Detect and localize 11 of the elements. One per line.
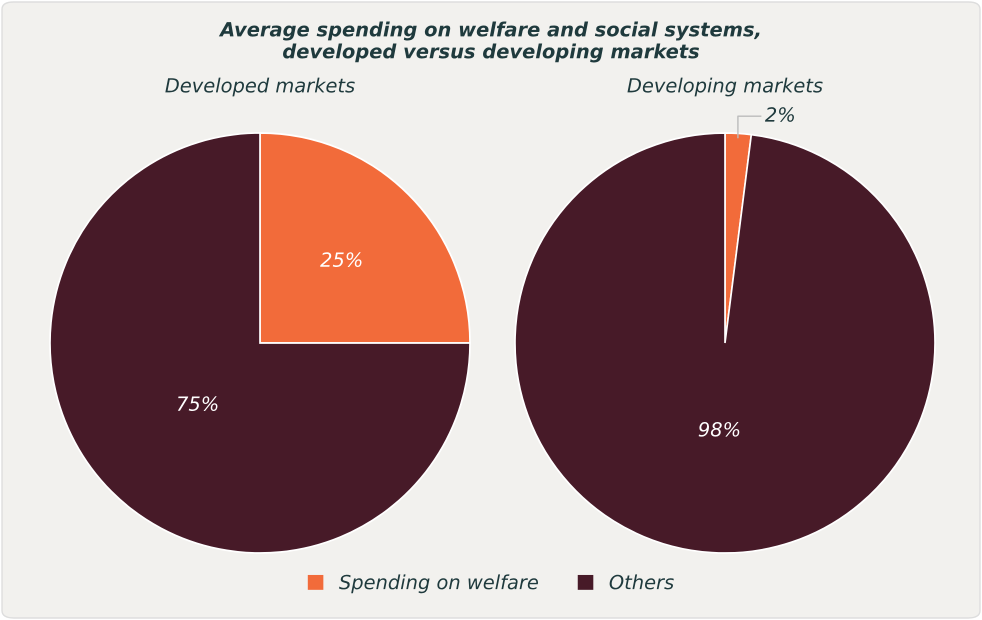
chart-subtitle: Developed markets: [165, 78, 355, 96]
pie-slice: [49, 132, 471, 554]
data-label: 25%: [320, 252, 362, 267]
legend-label: Spending on welfare: [339, 574, 538, 594]
pie-slice: [514, 132, 936, 554]
data-label: 98%: [698, 422, 740, 437]
data-label: 75%: [178, 396, 218, 412]
chart-title: Average spending on welfare and social systems, developed versus developing markets: [218, 22, 760, 62]
chart-subtitle: Developing markets: [627, 78, 823, 96]
data-label: 2%: [764, 107, 794, 122]
legend-label: Others: [610, 574, 674, 590]
